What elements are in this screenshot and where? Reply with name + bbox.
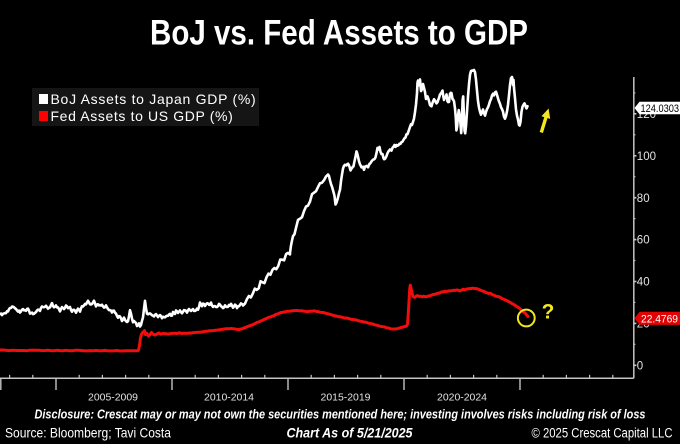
svg-text:0: 0	[637, 360, 643, 372]
svg-text:2020-2024: 2020-2024	[437, 392, 487, 403]
svg-text:124.0303: 124.0303	[641, 103, 680, 115]
svg-text:Disclosure: Crescat may or may: Disclosure: Crescat may or may not own t…	[35, 407, 646, 422]
svg-text:60: 60	[637, 235, 650, 247]
svg-text:Chart As of 5/21/2025: Chart As of 5/21/2025	[287, 426, 413, 441]
svg-text:80: 80	[637, 193, 650, 205]
svg-text:2005-2009: 2005-2009	[88, 392, 138, 403]
svg-text:BoJ vs. Fed Assets to GDP: BoJ vs. Fed Assets to GDP	[150, 14, 528, 53]
svg-text:Source: Bloomberg; Tavi Costa: Source: Bloomberg; Tavi Costa	[5, 425, 171, 441]
svg-text:100: 100	[637, 151, 656, 163]
svg-text:© 2025 Crescat Capital LLC: © 2025 Crescat Capital LLC	[532, 426, 673, 441]
svg-text:2015-2019: 2015-2019	[321, 392, 371, 403]
svg-text:22.4769: 22.4769	[641, 313, 678, 325]
svg-text:2010-2014: 2010-2014	[204, 392, 254, 403]
svg-text:40: 40	[637, 277, 650, 289]
svg-text:?: ?	[542, 300, 555, 323]
